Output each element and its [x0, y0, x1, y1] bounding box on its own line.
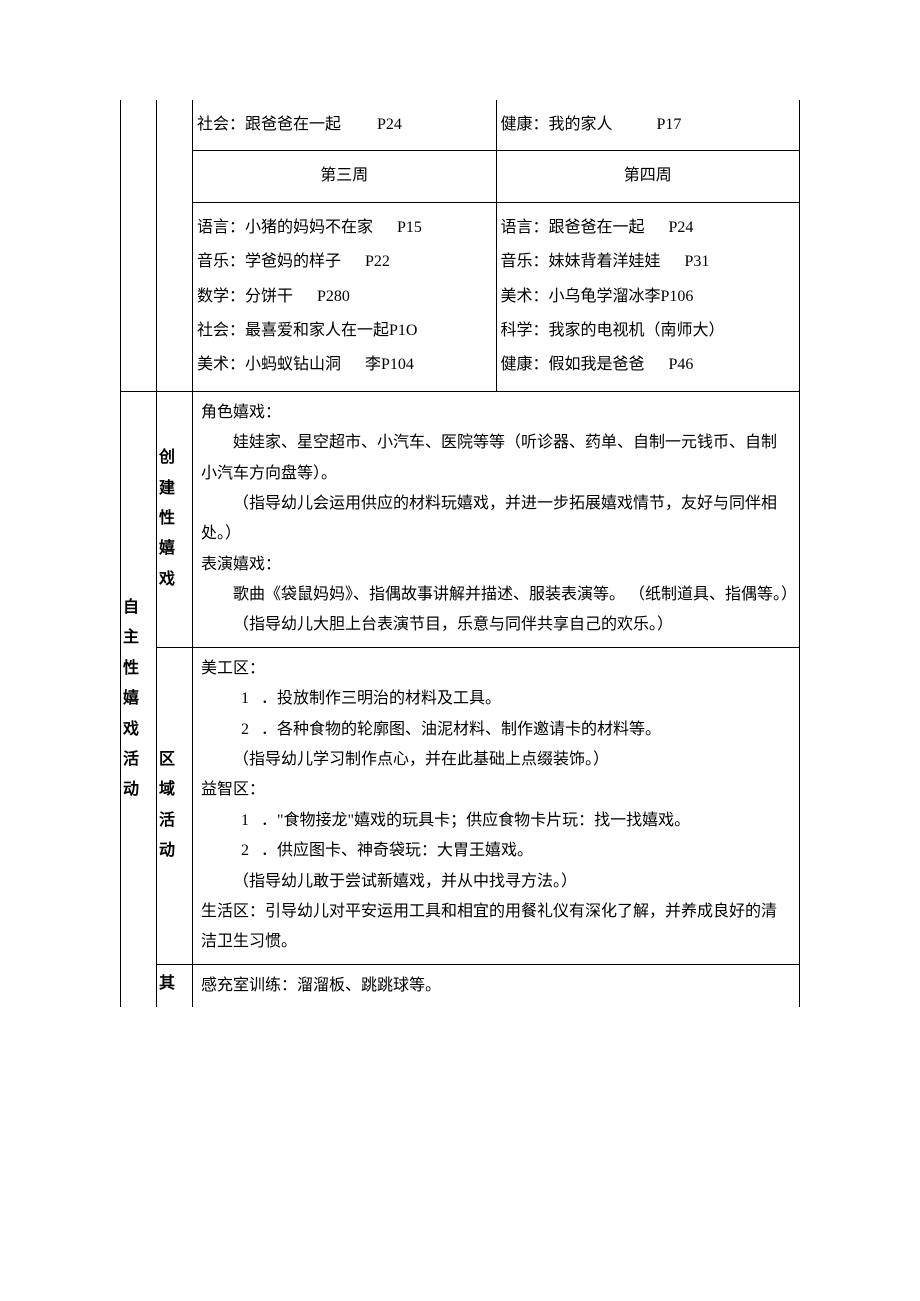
content-line-numbered: 2．各种食物的轮廓图、油泥材料、制作邀请卡的材料等。	[197, 715, 795, 745]
list-num: 2	[229, 836, 261, 866]
activity-item: 科学：我家的电视机（南师大）	[501, 316, 796, 346]
spacer-cell	[157, 202, 193, 391]
top-left-cell-1: 社会：跟爸爸在一起 P24	[193, 100, 497, 151]
main-row-other: 其 感充室训练：溜溜板、跳跳球等。	[121, 964, 800, 1007]
activity-text: 数学：分饼干	[197, 288, 293, 305]
content-line-indent: （指导幼儿学习制作点心，并在此基础上点缀装饰。）	[197, 745, 795, 775]
activity-page: P15	[397, 219, 422, 236]
col-a-label: 自主性嬉戏活动	[121, 391, 157, 1007]
spacer-cell	[121, 202, 157, 391]
activity-text: 健康：假如我是爸爸	[501, 356, 645, 373]
activity-text: 音乐：妹妹背着洋娃娃	[501, 253, 661, 270]
spacer-cell	[121, 151, 157, 202]
spacer-cell	[157, 100, 193, 151]
list-num: 1	[229, 806, 261, 836]
week3-heading: 第三周	[193, 151, 497, 202]
content-line: 美工区：	[197, 654, 795, 684]
activity-item: 数学：分饼干 P280	[197, 282, 492, 312]
area-activity-content: 美工区：1．投放制作三明治的材料及工具。2．各种食物的轮廓图、油泥材料、制作邀请…	[193, 647, 800, 964]
activity-item: 美术：小蚂蚁钻山洞 李P104	[197, 350, 492, 380]
activity-item: 音乐：妹妹背着洋娃娃 P31	[501, 247, 796, 277]
content-line-indent: 歌曲《袋鼠妈妈》、指偶故事讲解并描述、服装表演等。 （纸制道具、指偶等。）	[197, 580, 795, 610]
activity-text: 语言：跟爸爸在一起	[501, 219, 645, 236]
activity-page: P17	[657, 116, 682, 133]
list-text: ．"食物接龙"嬉戏的玩具卡；供应食物卡片玩：找一找嬉戏。	[261, 812, 690, 829]
activity-item: 语言：跟爸爸在一起 P24	[501, 213, 796, 243]
activity-item: 健康：我的家人 P17	[501, 110, 796, 140]
activity-item: 社会：跟爸爸在一起 P24	[197, 110, 492, 140]
activity-page: P46	[669, 356, 694, 373]
week3-content: 语言：小猪的妈妈不在家 P15 音乐：学爸妈的样子 P22 数学：分饼干 P280 社…	[193, 202, 497, 391]
content-line-indent: （指导幼儿敢于尝试新嬉戏，并从中找寻方法。）	[197, 867, 795, 897]
activity-page: P280	[317, 288, 350, 305]
activity-page: P31	[685, 253, 710, 270]
col-b-label-1: 创建性嬉戏	[157, 391, 193, 647]
content-line-numbered: 1．投放制作三明治的材料及工具。	[197, 684, 795, 714]
list-text: ．各种食物的轮廓图、油泥材料、制作邀请卡的材料等。	[261, 721, 661, 738]
activity-item: 美术：小乌龟学溜冰李P106	[501, 282, 796, 312]
content-line-indent: （指导幼儿大胆上台表演节目，乐意与同伴共享自己的欢乐。）	[197, 610, 795, 640]
activity-text: 社会：最喜爱和家人在一起P1O	[197, 322, 417, 339]
content-line-indent: （指导幼儿会运用供应的材料玩嬉戏，并进一步拓展嬉戏情节，友好与同伴相处。）	[197, 489, 795, 550]
activity-item: 语言：小猪的妈妈不在家 P15	[197, 213, 492, 243]
list-num: 2	[229, 715, 261, 745]
activity-item: 社会：最喜爱和家人在一起P1O	[197, 316, 492, 346]
week-content-row: 语言：小猪的妈妈不在家 P15 音乐：学爸妈的样子 P22 数学：分饼干 P280 社…	[121, 202, 800, 391]
creative-play-content: 角色嬉戏：娃娃家、星空超市、小汽车、医院等等（听诊器、药单、自制一元钱币、自制小…	[193, 391, 800, 647]
content-line: 感充室训练：溜溜板、跳跳球等。	[197, 971, 795, 1001]
main-row-area: 区域活动 美工区：1．投放制作三明治的材料及工具。2．各种食物的轮廓图、油泥材料…	[121, 647, 800, 964]
activity-text: 社会：跟爸爸在一起	[197, 116, 341, 133]
week4-heading: 第四周	[496, 151, 800, 202]
col-b-label-3: 其	[157, 964, 193, 1007]
activity-item: 健康：假如我是爸爸 P46	[501, 350, 796, 380]
top-row-1: 社会：跟爸爸在一起 P24 健康：我的家人 P17	[121, 100, 800, 151]
main-row-creative: 自主性嬉戏活动 创建性嬉戏 角色嬉戏：娃娃家、星空超市、小汽车、医院等等（听诊器…	[121, 391, 800, 647]
activity-text: 健康：我的家人	[501, 116, 613, 133]
week-heading-row: 第三周 第四周	[121, 151, 800, 202]
list-text: ．投放制作三明治的材料及工具。	[261, 690, 501, 707]
col-b-label-2: 区域活动	[157, 647, 193, 964]
activity-text: 美术：小乌龟学溜冰李P106	[501, 288, 694, 305]
content-line-numbered: 1．"食物接龙"嬉戏的玩具卡；供应食物卡片玩：找一找嬉戏。	[197, 806, 795, 836]
other-content: 感充室训练：溜溜板、跳跳球等。	[193, 964, 800, 1007]
content-line: 益智区：	[197, 775, 795, 805]
list-text: ．供应图卡、神奇袋玩：大胃王嬉戏。	[261, 842, 533, 859]
activity-page: P24	[669, 219, 694, 236]
activity-text: 语言：小猪的妈妈不在家	[197, 219, 373, 236]
content-line: 表演嬉戏：	[197, 550, 795, 580]
activity-page: 李P104	[365, 356, 414, 373]
activity-item: 音乐：学爸妈的样子 P22	[197, 247, 492, 277]
activity-page: P22	[365, 253, 390, 270]
content-line-indent: 娃娃家、星空超市、小汽车、医院等等（听诊器、药单、自制一元钱币、自制小汽车方向盘…	[197, 428, 795, 489]
list-num: 1	[229, 684, 261, 714]
spacer-cell	[121, 100, 157, 151]
week4-content: 语言：跟爸爸在一起 P24 音乐：妹妹背着洋娃娃 P31 美术：小乌龟学溜冰李P10…	[496, 202, 800, 391]
document-table: 社会：跟爸爸在一起 P24 健康：我的家人 P17 第三周 第四周 语言：小猪的…	[120, 100, 800, 1007]
activity-page: P24	[377, 116, 402, 133]
content-line: 生活区：引导幼儿对平安运用工具和相宜的用餐礼仪有深化了解，并养成良好的清洁卫生习…	[197, 897, 795, 958]
content-line: 角色嬉戏：	[197, 398, 795, 428]
activity-text: 科学：我家的电视机（南师大）	[501, 322, 725, 339]
spacer-cell	[157, 151, 193, 202]
top-right-cell-1: 健康：我的家人 P17	[496, 100, 800, 151]
activity-text: 美术：小蚂蚁钻山洞	[197, 356, 341, 373]
content-line-numbered: 2．供应图卡、神奇袋玩：大胃王嬉戏。	[197, 836, 795, 866]
activity-text: 音乐：学爸妈的样子	[197, 253, 341, 270]
